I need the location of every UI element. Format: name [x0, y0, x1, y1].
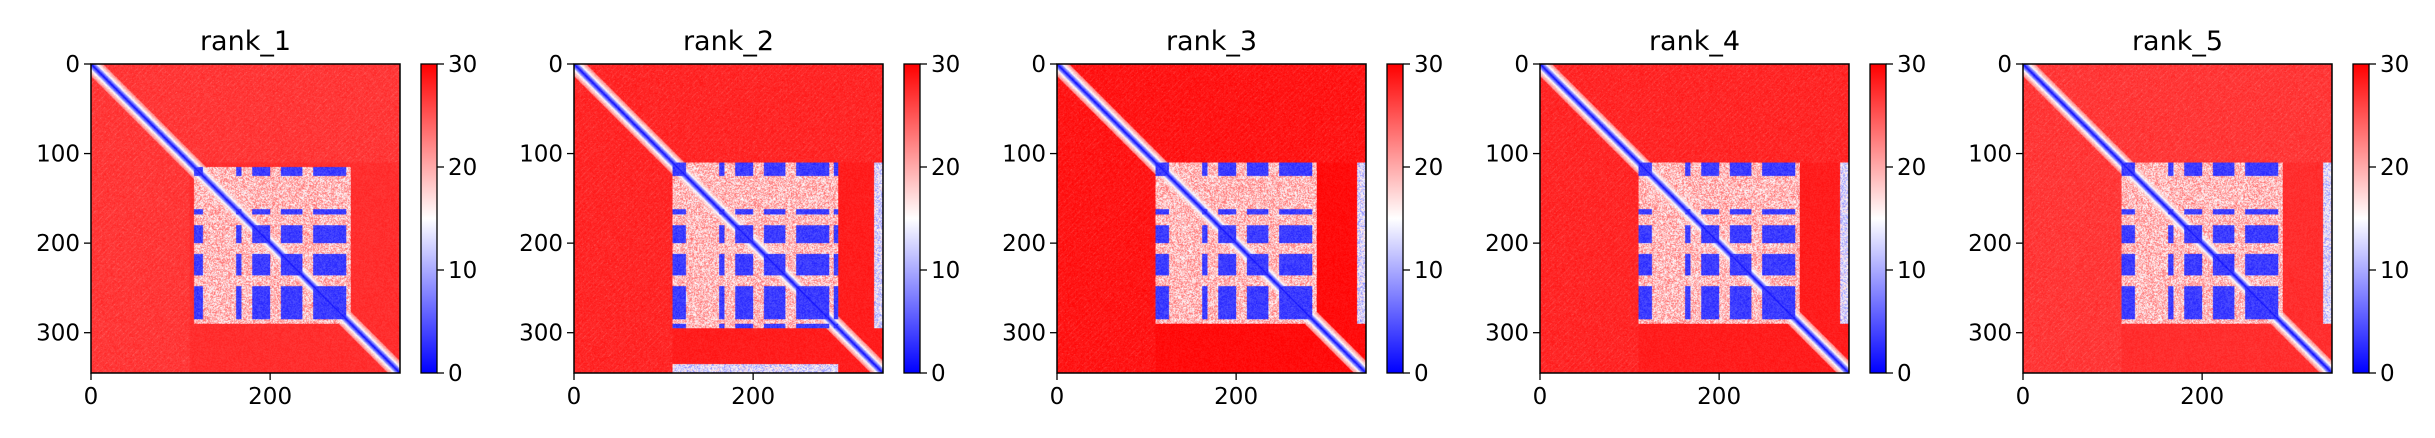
colorbar-tick-label: 20	[1414, 155, 1443, 181]
colorbar-tick-label: 0	[1414, 361, 1429, 387]
colorbar-tick-label: 20	[931, 155, 960, 181]
chart-title: rank_1	[200, 26, 291, 57]
heatmap-image	[574, 64, 883, 373]
y-tick-label: 200	[1485, 231, 1529, 257]
y-tick-label: 200	[1968, 231, 2012, 257]
y-tick-label: 0	[1514, 52, 1529, 78]
colorbar-tick-label: 10	[448, 258, 477, 284]
y-tick-label: 300	[1968, 321, 2012, 347]
heatmap-panel-4: rank_4 0 100 200 300 0 200 0 10 20 30	[1485, 26, 1926, 410]
colorbar	[2352, 63, 2370, 374]
y-tick-label: 200	[36, 231, 80, 257]
colorbar-tick-label: 30	[2380, 52, 2409, 78]
colorbar	[420, 63, 438, 374]
colorbar	[903, 63, 921, 374]
y-tick-label: 100	[1485, 142, 1529, 168]
y-tick-label: 0	[65, 52, 80, 78]
plot-frame	[2022, 63, 2333, 374]
x-tick-label: 0	[84, 384, 99, 410]
y-tick-label: 300	[1002, 321, 1046, 347]
heatmap-image	[1057, 64, 1366, 373]
heatmap-panel-3: rank_3 0 100 200 300 0 200 0 10 20 30	[1002, 26, 1443, 410]
y-tick-label: 0	[1031, 52, 1046, 78]
colorbar-tick-label: 30	[1897, 52, 1926, 78]
colorbar-tick-label: 0	[448, 361, 463, 387]
heatmap-image	[1540, 64, 1849, 373]
y-tick-label: 200	[519, 231, 563, 257]
chart-title: rank_3	[1166, 26, 1257, 57]
colorbar-tick-label: 20	[2380, 155, 2409, 181]
plot-frame	[573, 63, 884, 374]
chart-title: rank_2	[683, 26, 774, 57]
y-tick-label: 0	[548, 52, 563, 78]
x-tick-label: 200	[1214, 384, 1258, 410]
heatmap-panel-1: rank_1 0 100 200 300 0 200 0 10 20 30	[36, 26, 477, 410]
x-tick-label: 0	[1050, 384, 1065, 410]
chart-title: rank_5	[2132, 26, 2223, 57]
plot-frame	[1539, 63, 1850, 374]
y-tick-label: 100	[36, 142, 80, 168]
colorbar-tick-label: 0	[931, 361, 946, 387]
y-tick-label: 100	[1002, 142, 1046, 168]
plot-frame	[90, 63, 401, 374]
colorbar-tick-label: 20	[1897, 155, 1926, 181]
heatmap-panel-5: rank_5 0 100 200 300 0 200 0 10 20 30	[1968, 26, 2409, 410]
colorbar-tick-label: 20	[448, 155, 477, 181]
colorbar-tick-label: 10	[2380, 258, 2409, 284]
colorbar-tick-label: 10	[1414, 258, 1443, 284]
colorbar	[1869, 63, 1887, 374]
y-tick-label: 0	[1997, 52, 2012, 78]
colorbar-tick-label: 30	[931, 52, 960, 78]
x-tick-label: 200	[248, 384, 292, 410]
y-tick-label: 100	[1968, 142, 2012, 168]
x-tick-label: 0	[2016, 384, 2031, 410]
colorbar-tick-label: 0	[1897, 361, 1912, 387]
heatmap-image	[2023, 64, 2332, 373]
x-tick-label: 0	[567, 384, 582, 410]
colorbar	[1386, 63, 1404, 374]
y-tick-label: 200	[1002, 231, 1046, 257]
colorbar-tick-label: 0	[2380, 361, 2395, 387]
chart-title: rank_4	[1649, 26, 1740, 57]
y-tick-label: 300	[1485, 321, 1529, 347]
colorbar-tick-label: 30	[448, 52, 477, 78]
y-tick-label: 100	[519, 142, 563, 168]
x-tick-label: 200	[1697, 384, 1741, 410]
x-tick-label: 200	[2180, 384, 2224, 410]
colorbar-tick-label: 10	[931, 258, 960, 284]
x-tick-label: 200	[731, 384, 775, 410]
heatmap-image	[91, 64, 400, 373]
y-tick-label: 300	[36, 321, 80, 347]
x-tick-label: 0	[1533, 384, 1548, 410]
heatmap-panel-2: rank_2 0 100 200 300 0 200 0 10 20 30	[519, 26, 960, 410]
plot-frame	[1056, 63, 1367, 374]
colorbar-tick-label: 30	[1414, 52, 1443, 78]
colorbar-tick-label: 10	[1897, 258, 1926, 284]
y-tick-label: 300	[519, 321, 563, 347]
